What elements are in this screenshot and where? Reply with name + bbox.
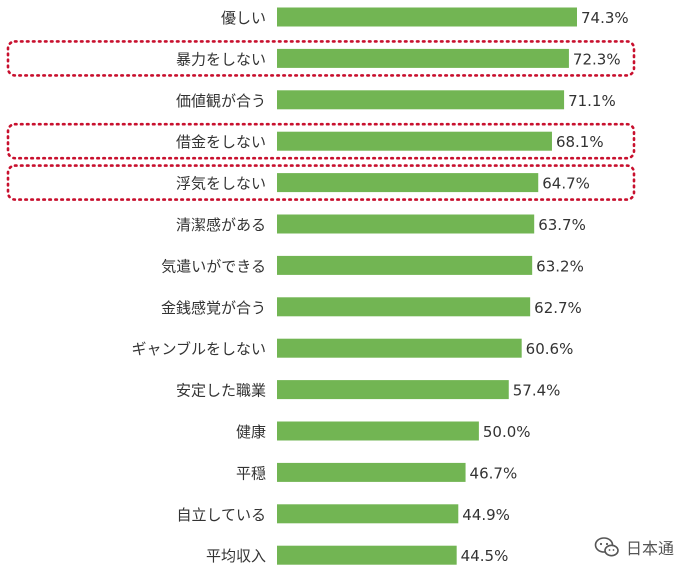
category-label: ギャンブルをしない	[131, 340, 266, 358]
category-label: 平均収入	[206, 547, 266, 565]
highlight-box	[6, 40, 636, 77]
bar	[277, 7, 577, 27]
bar	[277, 255, 533, 275]
value-label: 72.3%	[573, 50, 621, 68]
watermark-text: 日本通	[625, 539, 674, 558]
highlight-box	[6, 122, 636, 160]
value-label: 57.4%	[513, 382, 561, 400]
watermark: 日本通	[594, 535, 674, 559]
value-label: 68.1%	[556, 133, 604, 151]
category-label: 清潔感がある	[176, 216, 266, 234]
value-label: 71.1%	[568, 92, 616, 110]
value-label: 63.2%	[536, 257, 584, 275]
value-label: 64.7%	[542, 175, 590, 193]
value-label: 44.5%	[461, 547, 509, 565]
category-label: 平穏	[236, 464, 266, 482]
bar	[277, 504, 459, 524]
bar	[277, 545, 457, 565]
bar	[277, 338, 522, 358]
bar	[277, 421, 479, 441]
value-label: 50.0%	[483, 423, 531, 441]
category-label: 自立している	[176, 506, 266, 524]
bar	[277, 380, 509, 400]
category-label: 浮気をしない	[176, 175, 266, 193]
value-label: 63.7%	[538, 216, 586, 234]
bar	[277, 214, 535, 234]
category-label: 気遣いができる	[161, 257, 266, 275]
highlight-box	[6, 164, 636, 201]
bar	[277, 462, 466, 482]
bar	[277, 48, 569, 68]
category-label: 優しい	[221, 9, 266, 27]
value-label: 44.9%	[462, 506, 510, 524]
bar	[277, 90, 565, 110]
value-label: 60.6%	[526, 340, 574, 358]
category-label: 安定した職業	[176, 382, 266, 400]
value-label: 46.7%	[470, 464, 518, 482]
category-label: 金銭感覚が合う	[161, 299, 266, 317]
value-label: 62.7%	[534, 299, 582, 317]
category-label: 価値観が合う	[176, 92, 266, 110]
category-label: 借金をしない	[176, 133, 266, 151]
bar	[277, 173, 539, 193]
category-label: 暴力をしない	[176, 50, 266, 68]
bar	[277, 297, 531, 317]
category-label: 健康	[236, 423, 266, 441]
bar	[277, 131, 552, 151]
value-label: 74.3%	[581, 9, 629, 27]
wechat-icon	[594, 537, 619, 557]
